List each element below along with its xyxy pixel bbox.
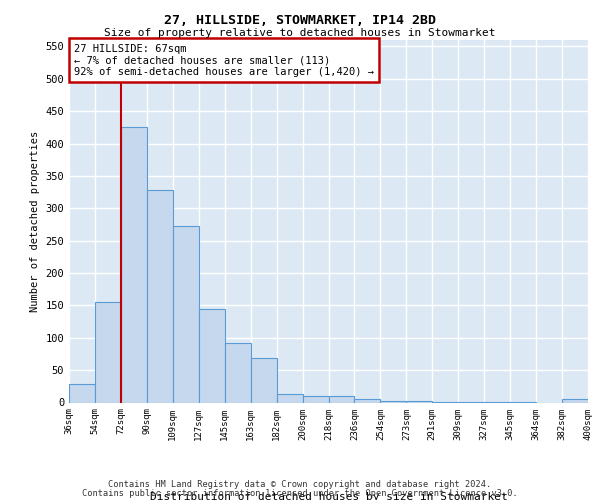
Bar	[225, 343, 251, 402]
Bar	[302, 396, 329, 402]
X-axis label: Distribution of detached houses by size in Stowmarket: Distribution of detached houses by size …	[149, 492, 508, 500]
Bar	[277, 394, 302, 402]
Bar	[251, 358, 277, 403]
Bar	[406, 401, 432, 402]
Bar	[355, 400, 380, 402]
Y-axis label: Number of detached properties: Number of detached properties	[30, 130, 40, 312]
Text: Contains HM Land Registry data © Crown copyright and database right 2024.: Contains HM Land Registry data © Crown c…	[109, 480, 491, 489]
Bar	[147, 190, 173, 402]
Bar	[173, 226, 199, 402]
Bar	[69, 384, 95, 402]
Bar	[95, 302, 121, 402]
Bar	[329, 396, 355, 402]
Text: Contains public sector information licensed under the Open Government Licence v3: Contains public sector information licen…	[82, 488, 518, 498]
Text: 27, HILLSIDE, STOWMARKET, IP14 2BD: 27, HILLSIDE, STOWMARKET, IP14 2BD	[164, 14, 436, 27]
Bar	[380, 401, 406, 402]
Text: Size of property relative to detached houses in Stowmarket: Size of property relative to detached ho…	[104, 28, 496, 38]
Bar	[121, 128, 147, 402]
Text: 27 HILLSIDE: 67sqm
← 7% of detached houses are smaller (113)
92% of semi-detache: 27 HILLSIDE: 67sqm ← 7% of detached hous…	[74, 44, 374, 77]
Bar	[199, 308, 224, 402]
Bar	[562, 400, 588, 402]
